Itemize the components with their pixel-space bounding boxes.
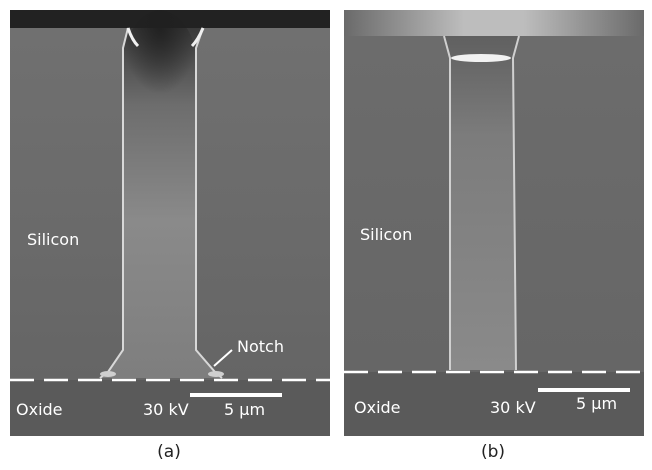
sem-image-b [344,10,644,436]
silicon-label-b: Silicon [360,225,413,244]
notch-label-a: Notch [237,337,284,356]
silicon-label-a: Silicon [27,230,80,249]
sem-panel-b: Silicon Oxide 30 kV 5 μm [344,10,644,436]
scale-label-a: 5 μm [224,400,266,419]
voltage-label-a: 30 kV [143,400,189,419]
notch-pointer-line [213,349,233,367]
scale-bar-b [538,388,630,392]
oxide-label-a: Oxide [16,400,63,419]
sem-image-a [10,10,330,436]
scale-bar-a [190,393,282,397]
caption-b: (b) [480,442,506,462]
voltage-label-b: 30 kV [490,398,536,417]
sem-panel-a: Silicon Notch Oxide 30 kV 5 μm [10,10,330,436]
caption-a: (a) [157,442,181,462]
scale-label-b: 5 μm [576,394,618,413]
oxide-label-b: Oxide [354,398,401,417]
